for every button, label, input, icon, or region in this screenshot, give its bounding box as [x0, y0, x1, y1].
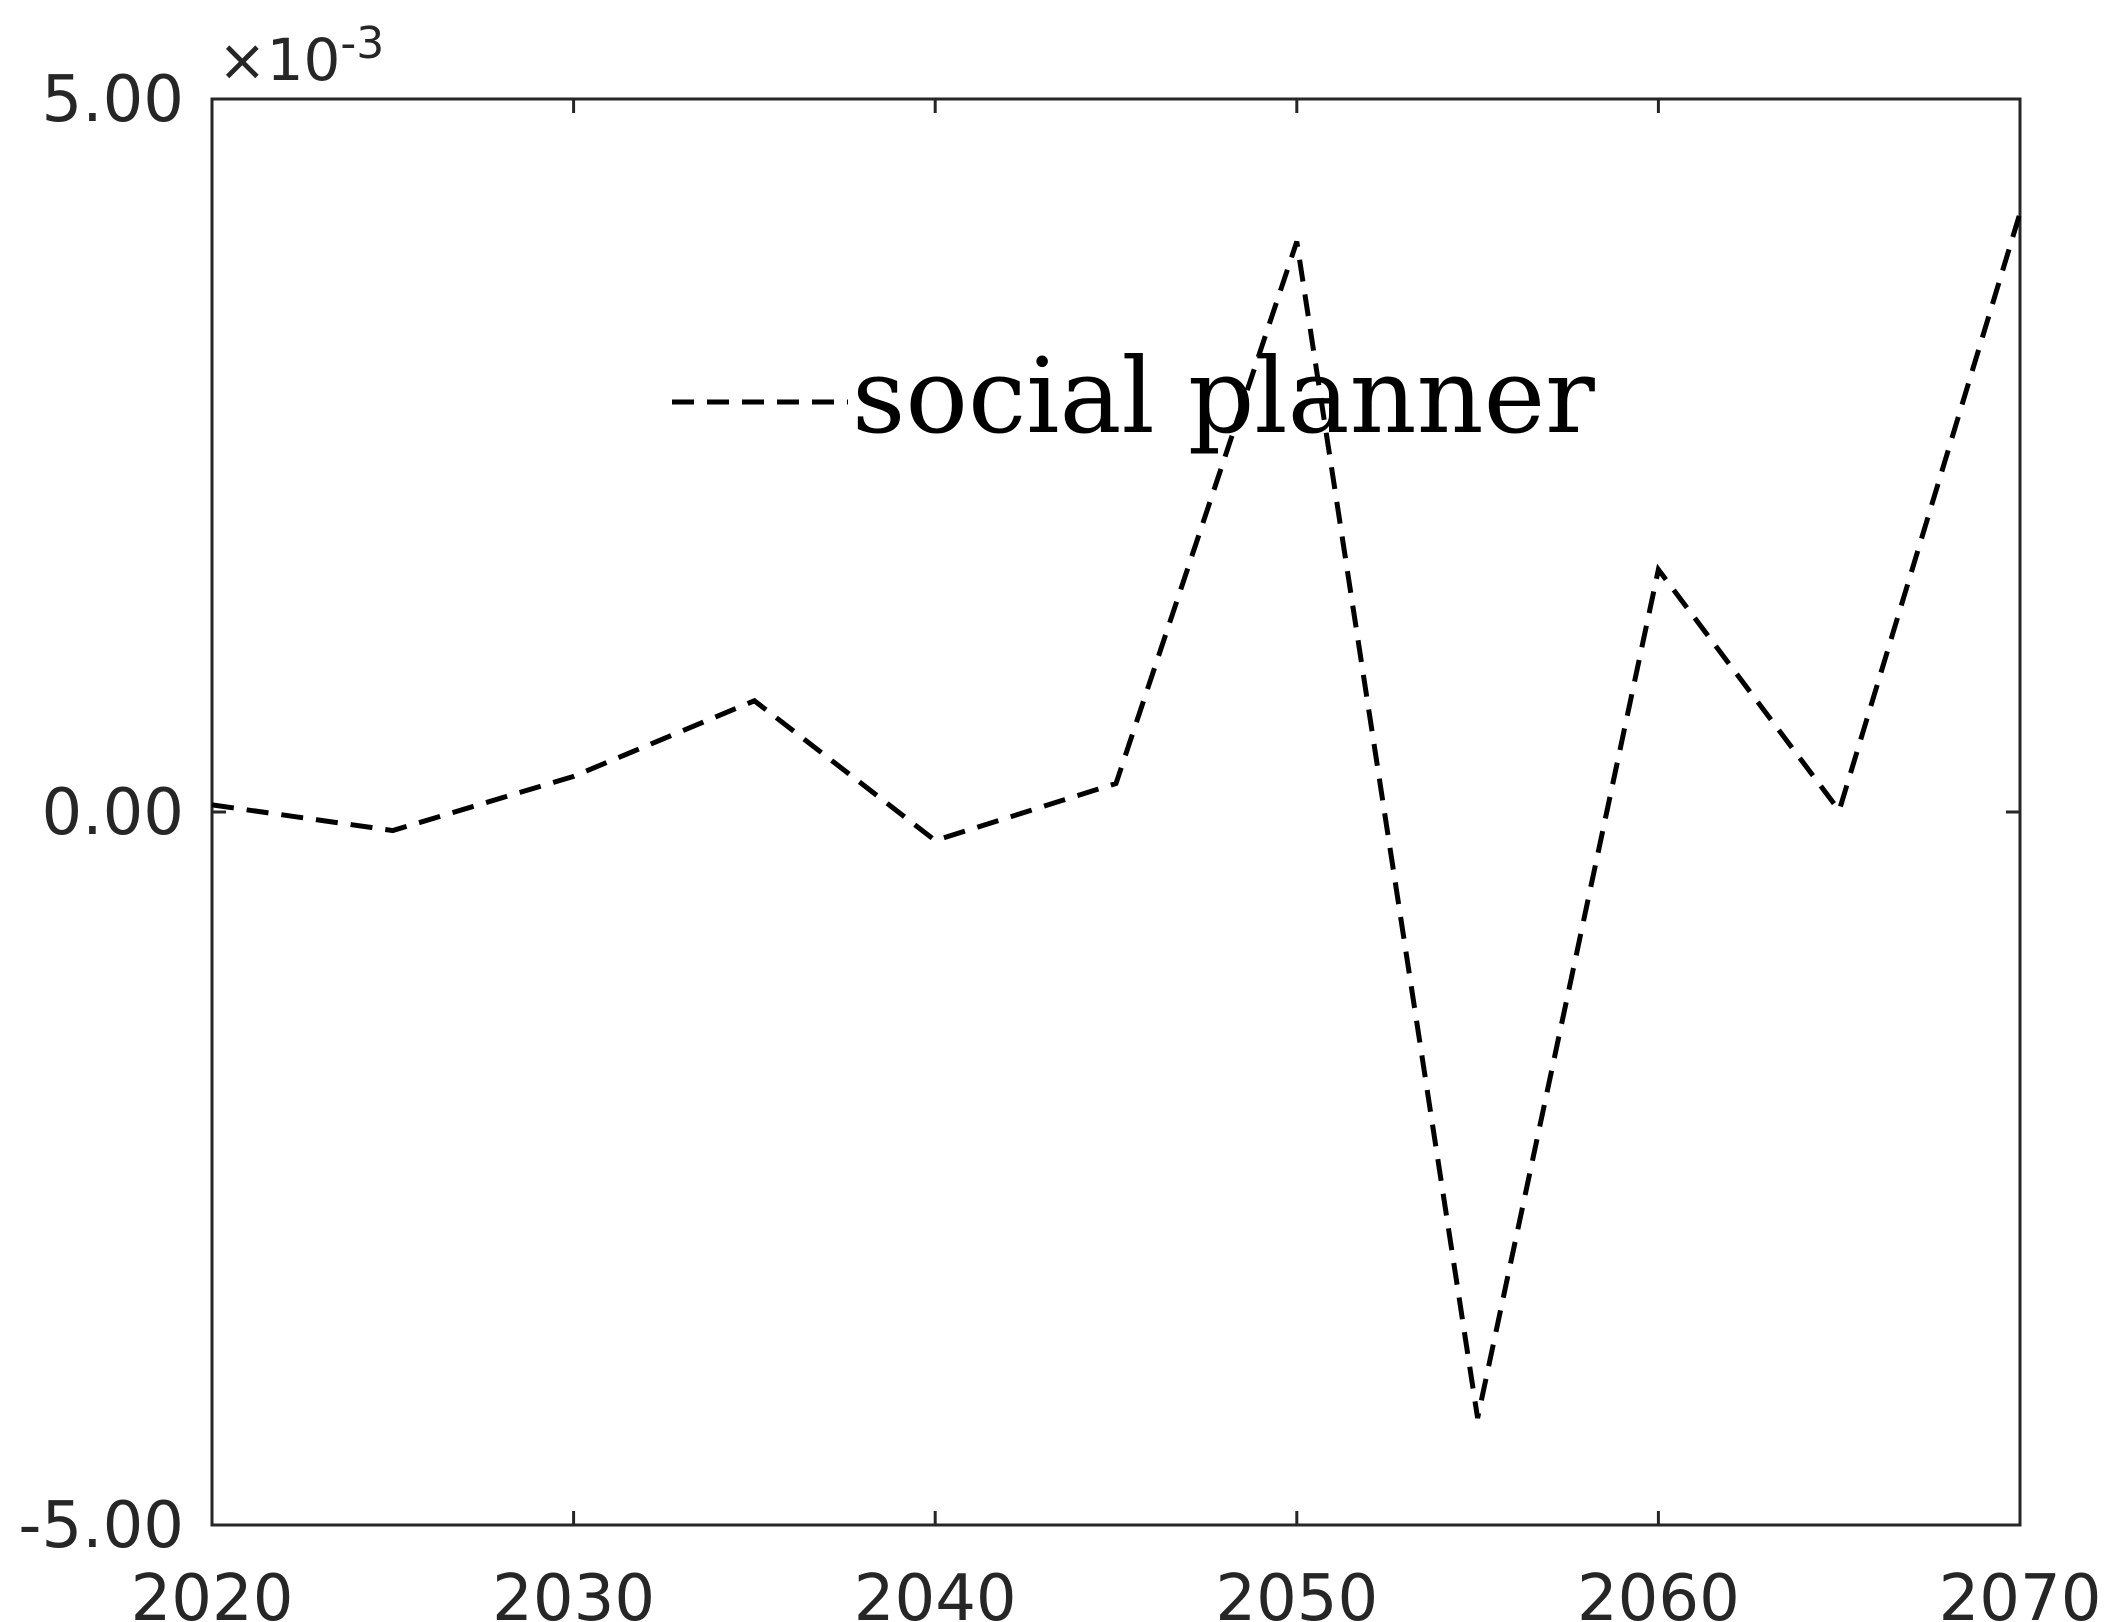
x-tick-label-2030: 2030	[492, 1562, 655, 1622]
x-tick-label-2050: 2050	[1215, 1562, 1378, 1622]
x-tick-label-2070: 2070	[1939, 1562, 2102, 1622]
plot-area-frame	[210, 97, 2022, 1527]
x-tick-label-2020: 2020	[131, 1562, 294, 1622]
y-axis-exponent: ×10-3	[218, 18, 384, 94]
y-axis-exponent-power: -3	[340, 18, 384, 69]
x-tick-label-2060: 2060	[1577, 1562, 1740, 1622]
axis-ticks	[210, 97, 2022, 1527]
legend: social planner	[672, 335, 1595, 457]
y-tick-label-2: -5.00	[18, 1489, 184, 1563]
y-tick-label-1: 0.00	[42, 776, 185, 850]
series-layer	[211, 212, 2023, 1419]
y-axis-tick-labels: 5.00 0.00 -5.00	[18, 63, 184, 1563]
x-axis-tick-labels: 2020 2030 2040 2050 2060 2070	[131, 1562, 2102, 1622]
y-tick-label-0: 5.00	[42, 63, 185, 137]
legend-label: social planner	[852, 335, 1595, 457]
series-line-0	[211, 212, 2023, 1419]
y-axis-exponent-base: ×10	[218, 26, 340, 94]
x-tick-label-2040: 2040	[854, 1562, 1017, 1622]
